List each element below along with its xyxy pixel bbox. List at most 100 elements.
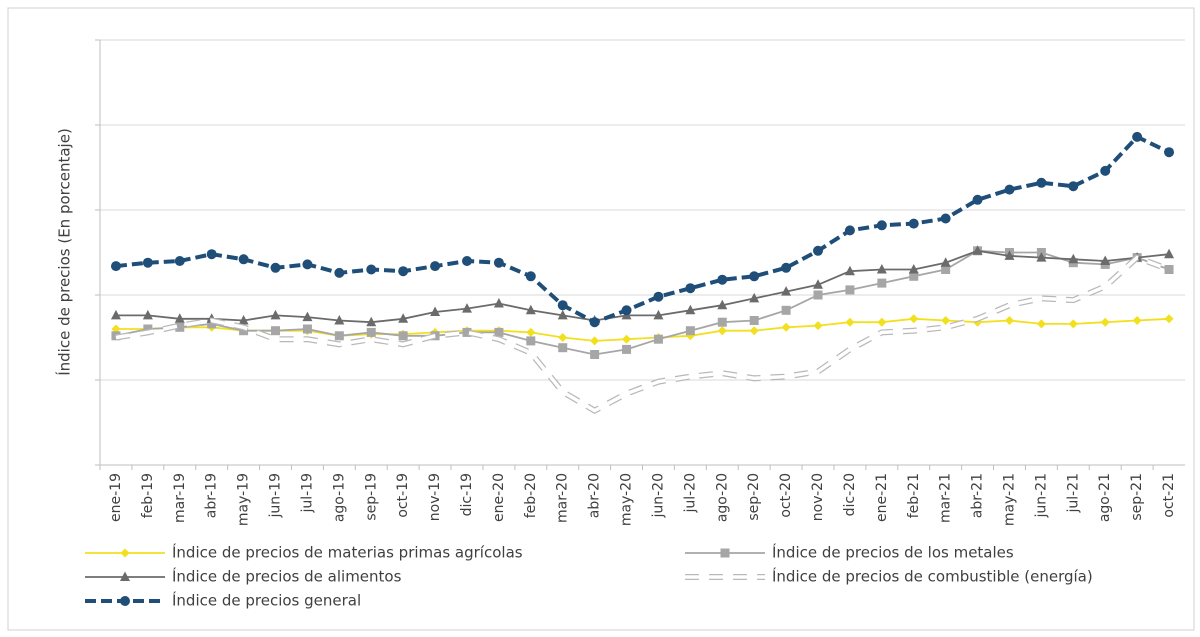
series-line — [115, 249, 1170, 324]
point — [1164, 248, 1175, 259]
x-tick-label: oct-19 — [395, 473, 411, 518]
x-tick-label: ago-20 — [714, 473, 730, 522]
series-line — [115, 134, 1170, 325]
point — [844, 225, 855, 236]
point — [493, 257, 504, 268]
point — [174, 256, 185, 266]
point — [813, 321, 823, 331]
point — [653, 291, 664, 302]
point — [813, 290, 823, 300]
point — [398, 313, 409, 323]
legend-label: Índice de precios de alimentos — [172, 567, 402, 586]
point — [120, 548, 130, 558]
point — [366, 316, 377, 327]
point — [1036, 319, 1046, 329]
x-tick-label: may-21 — [1001, 473, 1017, 526]
point — [1036, 252, 1047, 262]
point — [685, 283, 696, 294]
point — [1100, 255, 1111, 265]
point — [876, 220, 887, 231]
point — [749, 292, 760, 303]
point — [525, 271, 536, 282]
point — [717, 274, 728, 285]
point — [781, 322, 791, 332]
x-tick-label: ago-19 — [331, 473, 347, 522]
x-tick-label: oct-21 — [1161, 473, 1177, 518]
x-tick-label: oct-20 — [778, 473, 794, 518]
point — [1132, 316, 1142, 325]
point — [206, 249, 217, 260]
point — [462, 327, 472, 337]
point — [494, 327, 504, 337]
x-tick-label: abr-21 — [970, 473, 986, 518]
point — [174, 313, 185, 323]
x-tick-label: mar-21 — [938, 473, 954, 523]
point — [876, 264, 887, 274]
point — [908, 218, 919, 229]
point — [302, 259, 313, 270]
point — [844, 265, 855, 276]
x-tick-label: sep-21 — [1129, 473, 1145, 521]
x-tick-label: jul-19 — [299, 473, 315, 514]
point — [909, 271, 919, 281]
x-tick-label: feb-21 — [906, 473, 922, 518]
point — [1164, 265, 1174, 274]
point — [270, 262, 281, 273]
point — [717, 317, 727, 327]
point — [526, 327, 536, 337]
point — [621, 305, 632, 316]
x-tick-label: abr-20 — [587, 473, 603, 518]
x-tick-label: ene-21 — [874, 473, 890, 522]
point — [430, 261, 441, 272]
point — [334, 315, 345, 325]
point — [557, 300, 568, 311]
point — [941, 265, 951, 274]
point — [653, 334, 663, 344]
y-axis-label: Índice de precios (En porcentaje) — [55, 128, 74, 376]
point — [1164, 147, 1175, 158]
point — [972, 194, 983, 205]
point — [717, 299, 728, 310]
x-tick-label: mar-20 — [555, 473, 571, 523]
point — [110, 261, 121, 272]
x-tick-label: dic-19 — [459, 473, 475, 516]
series-line-inner — [115, 255, 1170, 413]
point — [558, 343, 568, 353]
point — [270, 309, 281, 320]
x-tick-label: dic-20 — [842, 473, 858, 516]
point — [430, 306, 441, 316]
x-tick-label: jul-21 — [1065, 473, 1081, 514]
point — [877, 278, 887, 288]
point — [909, 314, 919, 324]
point — [557, 309, 568, 320]
point — [1004, 184, 1015, 195]
point — [1100, 165, 1111, 176]
point — [142, 309, 153, 320]
point — [717, 326, 727, 336]
point — [1004, 316, 1014, 325]
point — [940, 257, 951, 267]
point — [175, 322, 185, 332]
point — [461, 303, 472, 313]
legend-label: Índice de precios de los metales — [772, 543, 1014, 562]
point — [877, 317, 887, 327]
point — [972, 245, 983, 255]
point — [143, 324, 153, 334]
point — [207, 319, 217, 329]
point — [590, 350, 600, 359]
point — [781, 262, 792, 273]
point — [110, 309, 121, 320]
point — [1100, 317, 1110, 327]
point — [398, 266, 409, 277]
point — [1132, 131, 1143, 142]
x-tick-label: feb-20 — [523, 473, 539, 518]
point — [813, 279, 824, 289]
point — [493, 298, 504, 308]
point — [398, 331, 408, 341]
point — [685, 326, 695, 336]
x-tick-label: ene-20 — [491, 473, 507, 522]
point — [120, 571, 130, 581]
point — [334, 267, 345, 278]
point — [1164, 314, 1174, 324]
